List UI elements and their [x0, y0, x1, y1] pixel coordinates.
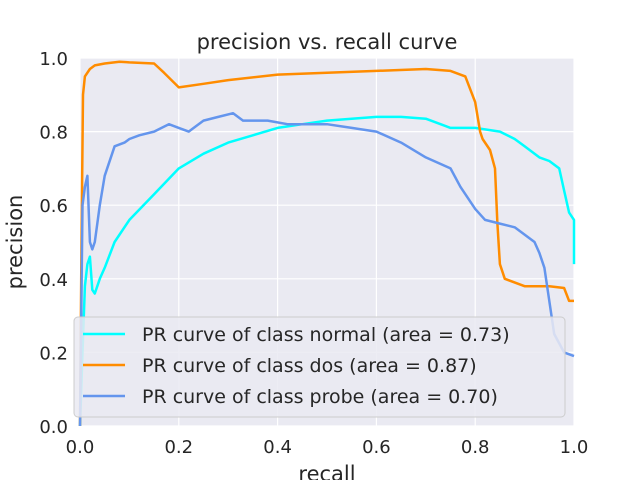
- x-tick-label: 1.0: [560, 437, 589, 458]
- x-tick-label: 0.2: [164, 437, 193, 458]
- y-tick-label: 0.6: [39, 196, 68, 217]
- y-tick-labels: 0.0 0.2 0.4 0.6 0.8 1.0: [39, 49, 68, 438]
- y-tick-label: 0.0: [39, 417, 68, 438]
- x-tick-label: 0.4: [263, 437, 292, 458]
- legend-label-normal: PR curve of class normal (area = 0.73): [142, 324, 510, 346]
- x-tick-label: 0.6: [362, 437, 391, 458]
- y-tick-label: 1.0: [39, 49, 68, 70]
- y-axis-label: precision: [3, 195, 27, 290]
- y-tick-label: 0.8: [39, 123, 68, 144]
- y-tick-label: 0.4: [39, 270, 68, 291]
- chart-title: precision vs. recall curve: [197, 30, 458, 54]
- legend: PR curve of class normal (area = 0.73) P…: [73, 316, 566, 418]
- series-layer: [78, 60, 576, 427]
- y-tick-label: 0.2: [39, 343, 68, 364]
- series-line-normal: [78, 115, 576, 427]
- legend-label-probe: PR curve of class probe (area = 0.70): [142, 386, 498, 408]
- x-tick-labels: 0.0 0.2 0.4 0.6 0.8 1.0: [66, 437, 589, 458]
- x-tick-label: 0.8: [461, 437, 490, 458]
- series-line-probe: [78, 111, 575, 427]
- legend-label-dos: PR curve of class dos (area = 0.87): [142, 355, 477, 377]
- series-line-dos: [78, 60, 574, 427]
- x-axis-label: recall: [298, 462, 355, 480]
- x-tick-label: 0.0: [66, 437, 95, 458]
- legend-box: [73, 316, 566, 418]
